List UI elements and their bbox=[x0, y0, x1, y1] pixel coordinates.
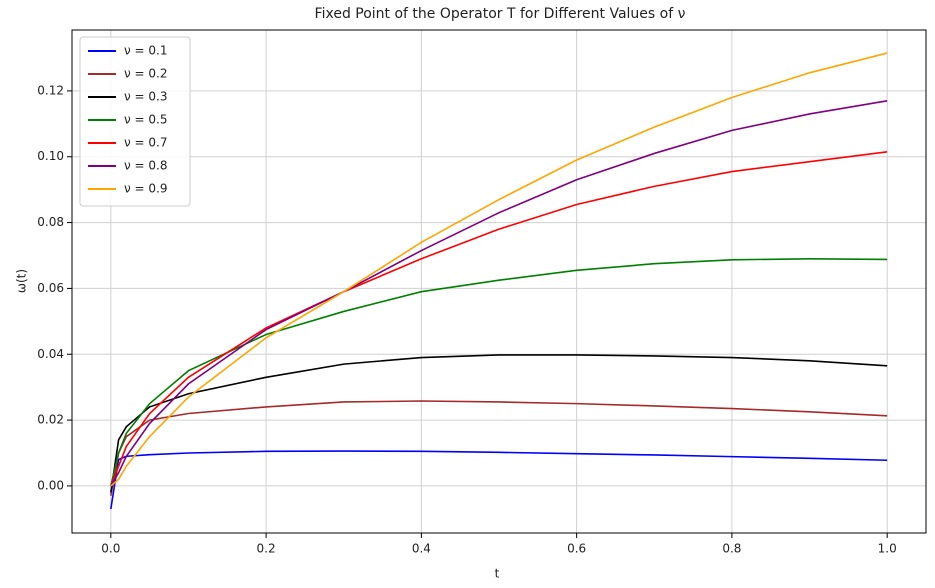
y-tick-label: 0.04 bbox=[37, 347, 64, 361]
x-tick-label: 0.6 bbox=[567, 542, 586, 556]
legend-label: ν = 0.3 bbox=[124, 90, 167, 104]
series-line bbox=[110, 52, 888, 487]
legend-label: ν = 0.7 bbox=[124, 136, 167, 150]
y-tick-label: 0.00 bbox=[37, 478, 64, 492]
series-line bbox=[110, 354, 888, 493]
y-tick-label: 0.10 bbox=[37, 149, 64, 163]
y-tick-label: 0.06 bbox=[37, 281, 64, 295]
legend-label: ν = 0.2 bbox=[124, 67, 167, 81]
x-tick-label: 0.0 bbox=[101, 542, 120, 556]
series-line bbox=[110, 99, 888, 487]
chart-title: Fixed Point of the Operator T for Differ… bbox=[315, 6, 686, 22]
y-tick-label: 0.12 bbox=[37, 83, 64, 97]
x-tick-label: 0.8 bbox=[722, 542, 741, 556]
y-tick-label: 0.02 bbox=[37, 413, 64, 427]
y-tick-label: 0.08 bbox=[37, 215, 64, 229]
y-axis-label: ω(t) bbox=[15, 269, 29, 293]
x-axis-label: t bbox=[495, 567, 500, 581]
plot-frame bbox=[71, 29, 927, 534]
series-line bbox=[110, 450, 888, 510]
series-line bbox=[110, 257, 888, 487]
series-line bbox=[110, 400, 888, 496]
series-line bbox=[110, 151, 888, 487]
x-tick-label: 0.4 bbox=[412, 542, 431, 556]
legend-label: ν = 0.8 bbox=[124, 159, 167, 173]
x-tick-label: 1.0 bbox=[878, 542, 897, 556]
legend-label: ν = 0.9 bbox=[124, 182, 167, 196]
legend-label: ν = 0.5 bbox=[124, 113, 167, 127]
legend-label: ν = 0.1 bbox=[124, 44, 167, 58]
legend-box bbox=[79, 36, 191, 207]
x-tick-label: 0.2 bbox=[257, 542, 276, 556]
